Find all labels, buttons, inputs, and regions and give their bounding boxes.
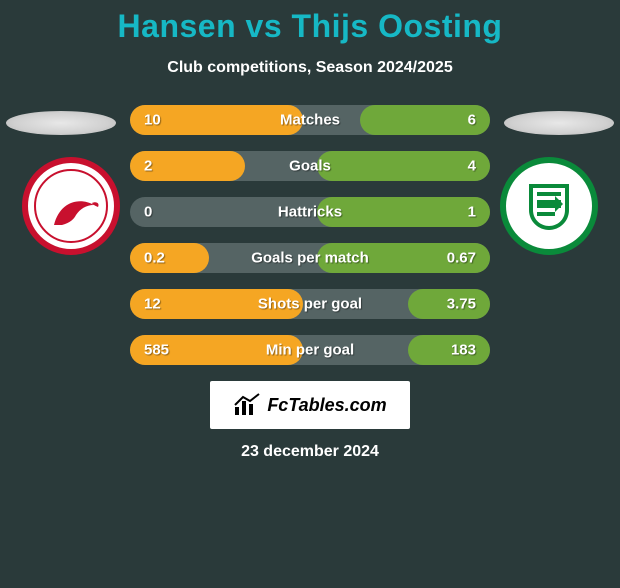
shield-icon [525, 180, 573, 232]
fctables-logo: FcTables.com [210, 381, 410, 429]
stat-label: Goals [130, 158, 490, 175]
stat-label: Goals per match [130, 250, 490, 267]
right-player-shadow [504, 111, 614, 135]
left-player-shadow [6, 111, 116, 135]
fctables-text: FcTables.com [267, 395, 386, 416]
flamingo-icon [46, 191, 102, 231]
stat-label: Hattricks [130, 204, 490, 221]
comparison-content: 106Matches 24Goals 01Hattricks 0.20.67Goals… [0, 105, 620, 365]
stat-row: 106Matches [130, 105, 490, 135]
stat-row: 123.75Shots per goal [130, 289, 490, 319]
stat-label: Shots per goal [130, 296, 490, 313]
stat-label: Min per goal [130, 342, 490, 359]
left-club-logo [22, 157, 120, 255]
stat-row: 0.20.67Goals per match [130, 243, 490, 273]
stat-row: 24Goals [130, 151, 490, 181]
snapshot-date: 23 december 2024 [0, 443, 620, 461]
groningen-badge [500, 157, 598, 255]
right-club-logo [500, 157, 598, 255]
comparison-title: Hansen vs Thijs Oosting [0, 8, 620, 45]
stat-label: Matches [130, 112, 490, 129]
stats-bars: 106Matches 24Goals 01Hattricks 0.20.67Goals… [130, 105, 490, 365]
stat-row: 01Hattricks [130, 197, 490, 227]
stat-row: 585183Min per goal [130, 335, 490, 365]
almere-city-badge [22, 157, 120, 255]
chart-icon [233, 393, 261, 417]
comparison-subtitle: Club competitions, Season 2024/2025 [0, 59, 620, 77]
